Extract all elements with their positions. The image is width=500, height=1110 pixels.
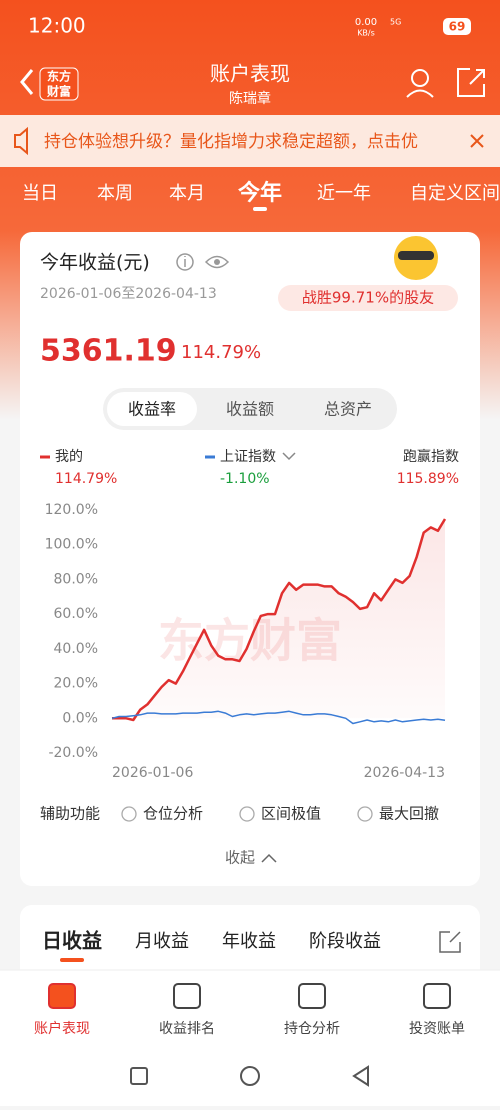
time: 12:00 [28, 14, 86, 38]
period-tab[interactable]: 自定义区间 [410, 183, 500, 204]
legend-label: 我的 [55, 449, 83, 465]
legend-label: 上证指数 [220, 449, 276, 465]
emoji-icon [398, 251, 434, 260]
logo-text: 东方 [47, 69, 71, 84]
line [112, 518, 447, 722]
speed-unit: KB/s [357, 29, 375, 38]
y-tick-label: 40.0% [54, 641, 98, 657]
toggle-active [107, 392, 197, 426]
system-nav [0, 1056, 500, 1106]
radio[interactable] [121, 806, 137, 822]
recent-button[interactable] [130, 1067, 148, 1085]
badge-text: 战胜99.71%的股友 [302, 289, 434, 307]
bottom-tab[interactable]: 阶段收益 [309, 931, 381, 952]
share-icon[interactable] [457, 68, 485, 97]
date-range: 2026-01-06至2026-04-13 [40, 286, 217, 302]
nav-icon [298, 983, 326, 1009]
period-tab[interactable]: 今年 [238, 180, 282, 206]
logo-text: 财富 [46, 84, 71, 99]
legend-label: 跑赢指数 [403, 448, 459, 465]
legend-value: 115.89% [397, 471, 459, 487]
nav-label[interactable]: 投资账单 [409, 1021, 465, 1037]
y-tick-label: 60.0% [54, 606, 98, 622]
bottom-tab[interactable]: 日收益 [42, 929, 102, 953]
back-button[interactable] [20, 69, 34, 95]
nav-icon [423, 983, 451, 1009]
back-nav-button[interactable] [352, 1065, 369, 1087]
option-label: 区间极值 [261, 805, 321, 823]
close-icon[interactable] [470, 134, 484, 148]
line [111, 710, 446, 725]
eye-icon [214, 259, 220, 265]
bottom-nav: 账户表现 收益排名 持仓分析 投资账单 [34, 983, 465, 1037]
info-icon[interactable] [176, 253, 194, 271]
speed: 0.00 [355, 17, 377, 28]
tab-indicator [253, 207, 267, 211]
bottom-tab[interactable]: 月收益 [135, 931, 189, 952]
speaker-icon [14, 126, 28, 156]
options: 仓位分析 区间极值 最大回撤 [121, 805, 439, 823]
amount: 5361.19 [40, 334, 177, 369]
y-tick-label: 100.0% [45, 537, 98, 553]
period-tab[interactable]: 本月 [169, 183, 205, 204]
badge[interactable] [278, 285, 458, 311]
dropdown-icon[interactable] [282, 452, 296, 461]
banner-text: 持仓体验想升级？量化指增力求稳定超额，点击优 [44, 132, 418, 152]
battery [443, 18, 471, 35]
radio[interactable] [239, 806, 255, 822]
y-tick-label: 120.0% [45, 502, 98, 518]
chart: 东方财富120.0%100.0%80.0%60.0%40.0%20.0%0.0%… [40, 448, 459, 781]
y-tick-label: 0.0% [62, 710, 98, 726]
card [20, 905, 480, 985]
bottom-tabs: 日收益 月收益 年收益 阶段收益 [42, 929, 381, 962]
page-subtitle: 陈瑞章 [229, 90, 271, 107]
area [112, 519, 445, 720]
y-tick-label: 80.0% [54, 571, 98, 587]
collapse-icon [261, 853, 277, 863]
period-tab[interactable]: 本周 [97, 183, 133, 204]
share-icon[interactable] [439, 931, 461, 953]
nav-label[interactable]: 账户表现 [34, 1020, 90, 1037]
logo [39, 67, 79, 101]
nav-icon [173, 983, 201, 1009]
home-button[interactable] [240, 1066, 260, 1086]
tab-indicator [60, 958, 84, 962]
x-tick-label: 2026-04-13 [364, 765, 445, 781]
nav-bar [0, 970, 500, 1056]
option-label: 最大回撤 [379, 805, 439, 823]
legend-value: 114.79% [55, 471, 117, 487]
banner[interactable] [0, 115, 500, 167]
network: 5G [390, 18, 401, 27]
eye-icon[interactable] [204, 255, 230, 269]
option-label: 仓位分析 [143, 805, 203, 823]
nav-label[interactable]: 持仓分析 [284, 1021, 340, 1037]
battery-level: 69 [449, 20, 466, 34]
period-tab[interactable]: 近一年 [317, 183, 371, 204]
toggle-option[interactable]: 总资产 [324, 400, 372, 419]
period-tabs: 当日 本周 本月 今年 近一年 自定义区间 [22, 180, 500, 211]
toggle-option[interactable]: 收益额 [226, 400, 274, 419]
card-title: 今年收益(元) [40, 252, 150, 274]
profile-icon [406, 89, 434, 98]
x-tick-label: 2026-01-06 [112, 765, 193, 781]
bottom-tab[interactable]: 年收益 [222, 931, 276, 952]
card [20, 232, 480, 886]
y-tick-label: 20.0% [54, 676, 98, 692]
toggle-option[interactable]: 收益率 [128, 400, 176, 419]
page-title: 账户表现 [210, 62, 290, 86]
collapse[interactable]: 收起 [225, 849, 255, 867]
nav-label[interactable]: 收益排名 [159, 1021, 215, 1037]
toggle-options: 收益率 收益额 总资产 [128, 400, 372, 419]
period-tab[interactable]: 当日 [22, 183, 58, 204]
legend-value: -1.10% [220, 471, 270, 487]
profile-icon[interactable] [411, 69, 429, 87]
rate: 114.79% [181, 342, 261, 363]
radio[interactable] [357, 806, 373, 822]
options-label: 辅助功能 [40, 805, 100, 823]
y-tick-label: -20.0% [48, 745, 98, 761]
nav-icon [48, 983, 76, 1009]
